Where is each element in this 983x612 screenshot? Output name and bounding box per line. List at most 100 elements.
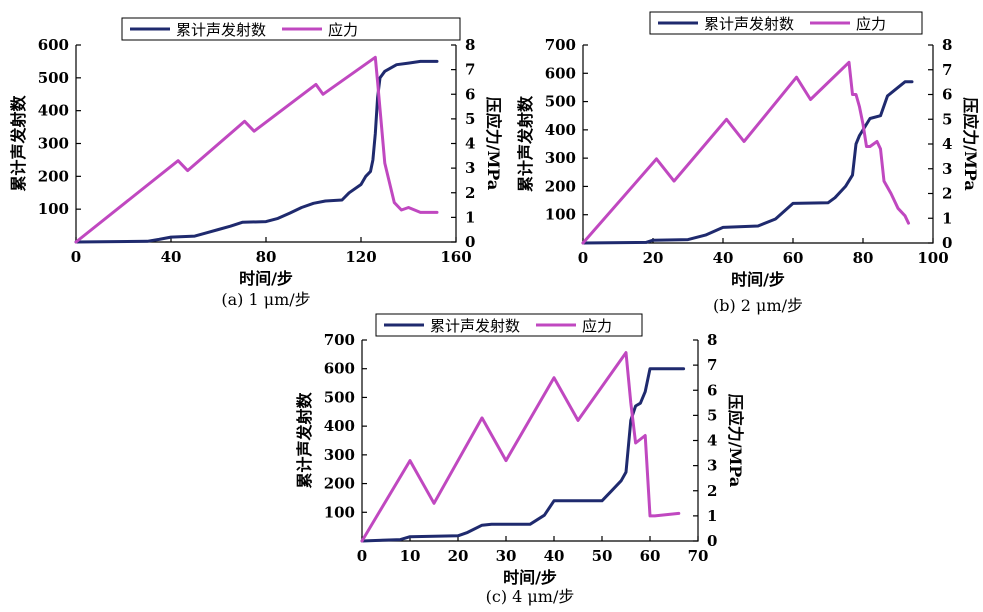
x-tick-label: 0 bbox=[357, 547, 367, 565]
y2-tick-label: 3 bbox=[465, 159, 475, 177]
chart-caption: (c) 4 μm/步 bbox=[486, 587, 575, 606]
y-tick-label: 600 bbox=[545, 64, 576, 82]
x-axis-label: 时间/步 bbox=[503, 568, 557, 587]
y-tick-label: 200 bbox=[545, 177, 576, 195]
x-tick-label: 30 bbox=[496, 547, 517, 565]
chart-caption: (b) 2 μm/步 bbox=[713, 296, 803, 315]
y2-tick-label: 4 bbox=[942, 135, 952, 153]
x-tick-label: 120 bbox=[345, 248, 376, 266]
legend-entry: 应力 bbox=[582, 317, 612, 335]
x-tick-label: 80 bbox=[853, 249, 874, 267]
y2-tick-label: 0 bbox=[942, 234, 952, 252]
y-tick-label: 700 bbox=[545, 36, 576, 54]
x-axis-label: 时间/步 bbox=[239, 269, 293, 288]
legend: 累计声发射数 应力 bbox=[649, 11, 923, 35]
x-tick-label: 10 bbox=[400, 547, 421, 565]
y2-tick-label: 2 bbox=[942, 185, 952, 203]
x-tick-label: 40 bbox=[544, 547, 565, 565]
y2-tick-label: 7 bbox=[707, 356, 717, 374]
x-tick-label: 70 bbox=[688, 547, 709, 565]
y2-tick-label: 8 bbox=[465, 36, 475, 54]
y2-tick-label: 5 bbox=[707, 406, 717, 424]
x-tick-label: 20 bbox=[643, 249, 664, 267]
y-tick-label: 100 bbox=[545, 206, 576, 224]
series-line-stress bbox=[74, 55, 439, 244]
legend: 累计声发射数 应力 bbox=[121, 17, 461, 41]
y2-axis-label: 压应力/MPa bbox=[726, 394, 745, 488]
y2-tick-label: 8 bbox=[942, 36, 952, 54]
y-tick-label: 500 bbox=[38, 69, 69, 87]
x-tick-label: 40 bbox=[713, 249, 734, 267]
plot-axes bbox=[361, 340, 699, 542]
series-line-stress bbox=[581, 60, 910, 245]
y2-tick-label: 5 bbox=[942, 110, 952, 128]
plot-axes bbox=[582, 45, 934, 244]
y-tick-label: 100 bbox=[38, 200, 69, 218]
x-axis-label: 时间/步 bbox=[731, 270, 785, 289]
y-tick-label: 300 bbox=[38, 135, 69, 153]
x-tick-label: 50 bbox=[592, 547, 613, 565]
y-tick-label: 100 bbox=[324, 503, 355, 521]
y2-tick-label: 3 bbox=[942, 160, 952, 178]
y2-tick-label: 8 bbox=[707, 331, 717, 349]
x-tick-label: 40 bbox=[161, 248, 182, 266]
y-tick-label: 500 bbox=[324, 388, 355, 406]
legend-entry: 累计声发射数 bbox=[176, 21, 266, 39]
y2-tick-label: 3 bbox=[707, 457, 717, 475]
series-line-ae-count bbox=[360, 367, 686, 543]
y-tick-label: 200 bbox=[38, 167, 69, 185]
legend-entry: 应力 bbox=[856, 15, 886, 33]
plot-axes bbox=[75, 45, 457, 243]
chart-c: 0 10 20 30 40 50 60 70 100 200 300 400 500 600 700 0 1 2 3… bbox=[295, 313, 745, 606]
y-tick-label: 600 bbox=[324, 360, 355, 378]
legend-entry: 累计声发射数 bbox=[704, 15, 794, 33]
x-tick-label: 60 bbox=[783, 249, 804, 267]
y2-tick-label: 1 bbox=[465, 208, 475, 226]
y-tick-label: 600 bbox=[38, 36, 69, 54]
series-line-ae-count bbox=[581, 80, 914, 245]
y-tick-label: 300 bbox=[324, 446, 355, 464]
y2-axis-label: 压应力/MPa bbox=[484, 97, 503, 191]
y-axis-label: 累计声发射数 bbox=[295, 392, 314, 489]
y-tick-label: 400 bbox=[545, 121, 576, 139]
x-tick-label: 0 bbox=[71, 248, 81, 266]
legend-box bbox=[649, 11, 923, 35]
y2-axis-label: 压应力/MPa bbox=[961, 97, 980, 191]
x-tick-label: 60 bbox=[640, 547, 661, 565]
y2-tick-label: 2 bbox=[465, 184, 475, 202]
y-tick-label: 400 bbox=[38, 102, 69, 120]
y2-tick-label: 6 bbox=[707, 381, 717, 399]
series-line-ae-count bbox=[74, 59, 439, 244]
chart-a: 0 40 80 120 160 100 200 300 400 500 600 0 1 2 3 4 5 6 7 8 时间… bbox=[9, 17, 503, 309]
y2-tick-label: 2 bbox=[707, 482, 717, 500]
y-tick-label: 300 bbox=[545, 149, 576, 167]
y2-tick-label: 1 bbox=[707, 507, 717, 525]
series-line-stress bbox=[360, 351, 681, 543]
y-tick-label: 700 bbox=[324, 331, 355, 349]
x-tick-label: 80 bbox=[256, 248, 277, 266]
x-tick-label: 160 bbox=[440, 248, 471, 266]
chart-caption: (a) 1 μm/步 bbox=[221, 290, 310, 309]
legend-entry: 累计声发射数 bbox=[430, 317, 520, 335]
y2-tick-label: 7 bbox=[942, 61, 952, 79]
y2-tick-label: 4 bbox=[465, 135, 475, 153]
y2-tick-label: 0 bbox=[465, 233, 475, 251]
y-tick-label: 400 bbox=[324, 417, 355, 435]
y2-tick-label: 5 bbox=[465, 110, 475, 128]
y2-tick-label: 6 bbox=[465, 85, 475, 103]
y2-tick-label: 4 bbox=[707, 432, 717, 450]
y-tick-label: 200 bbox=[324, 475, 355, 493]
chart-b: 0 20 40 60 80 100 100 200 300 400 500 600 700 0 1 2 3 4 5 6… bbox=[516, 11, 980, 315]
legend: 累计声发射数 应力 bbox=[375, 313, 643, 337]
y2-tick-label: 1 bbox=[942, 209, 952, 227]
x-tick-label: 100 bbox=[917, 249, 948, 267]
y-tick-label: 500 bbox=[545, 93, 576, 111]
x-tick-label: 20 bbox=[448, 547, 469, 565]
y2-tick-label: 6 bbox=[942, 86, 952, 104]
x-tick-label: 0 bbox=[578, 249, 588, 267]
y2-tick-label: 0 bbox=[707, 532, 717, 550]
legend-entry: 应力 bbox=[328, 21, 358, 39]
y-axis-label: 累计声发射数 bbox=[9, 95, 28, 192]
y2-tick-label: 7 bbox=[465, 61, 475, 79]
